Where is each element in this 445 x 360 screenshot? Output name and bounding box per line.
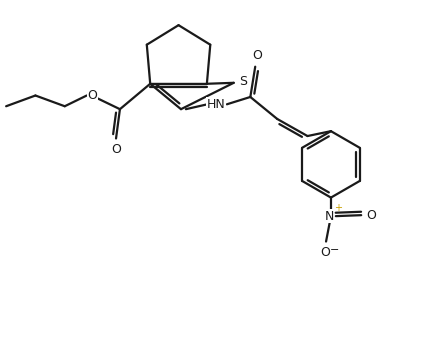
Text: O: O <box>366 209 376 222</box>
Text: HN: HN <box>207 98 226 111</box>
Text: O: O <box>253 49 263 62</box>
Text: O: O <box>111 143 121 156</box>
Text: O: O <box>320 246 330 259</box>
Text: O: O <box>87 89 97 102</box>
Text: S: S <box>239 75 247 88</box>
Text: +: + <box>334 203 342 213</box>
Text: −: − <box>330 245 339 255</box>
Text: N: N <box>324 210 334 222</box>
